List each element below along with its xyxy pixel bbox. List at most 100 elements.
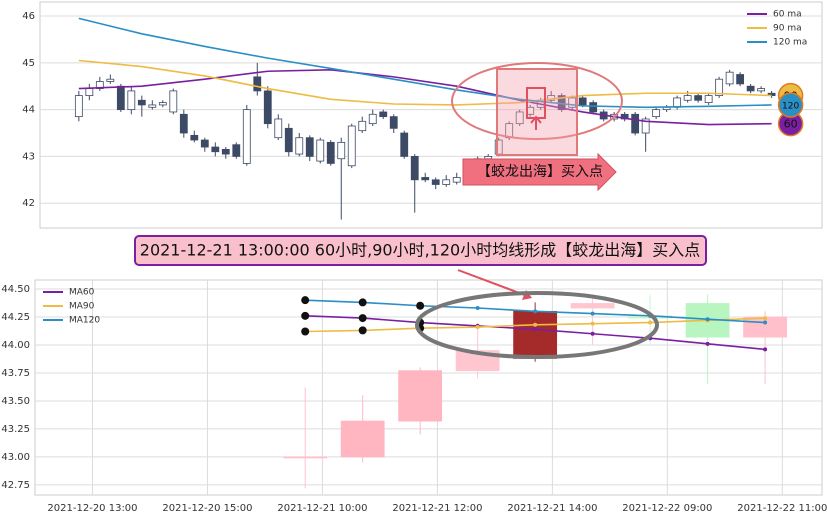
ma-marker: [705, 317, 710, 322]
candle-body: [242, 109, 251, 164]
y-tick-label: 43.00: [1, 452, 30, 463]
candle-body: [431, 179, 440, 185]
ma-marker: [590, 321, 595, 326]
candle-body: [326, 141, 335, 164]
ma-marker: [533, 327, 538, 332]
ma-marker: [301, 311, 310, 320]
legend-label: MA60: [69, 288, 95, 298]
candle-body: [746, 85, 755, 92]
ma-marker: [301, 327, 310, 336]
overlay: 【蛟龙出海】买入点 2021-12-21 13:00:00 60小时,90小时,…: [134, 62, 707, 359]
y-tick-label: 44: [22, 105, 35, 116]
candle-body: [295, 137, 304, 155]
candle-body: [340, 420, 385, 458]
ma-marker: [705, 341, 710, 346]
x-tick-label: 2021-12-22 11:00: [737, 503, 827, 514]
candle-body: [484, 156, 493, 160]
y-tick-label: 44.00: [1, 340, 30, 351]
candle-body: [179, 113, 188, 134]
candle-body: [221, 148, 230, 155]
candle-body: [379, 111, 388, 118]
y-tick-label: 42.75: [1, 480, 30, 491]
y-tick-label: 43: [22, 151, 35, 162]
ma-marker: [475, 305, 480, 310]
ma-marker: [648, 320, 653, 325]
highlight-box: [496, 68, 578, 156]
signal-label: 【蛟龙出海】买入点: [477, 164, 603, 180]
x-tick-label: 2021-12-21 12:00: [392, 503, 482, 514]
ma-marker: [301, 296, 310, 305]
candle-body: [398, 370, 443, 422]
candle-body: [389, 116, 398, 129]
signal-arrow: [462, 152, 617, 192]
y-tick-label: 46: [22, 11, 35, 22]
candle-body: [106, 78, 115, 82]
ma-marker: [358, 326, 367, 335]
ma-marker: [763, 347, 768, 352]
legend-label: 60 ma: [773, 10, 802, 20]
candle-body: [116, 85, 125, 111]
highlight-ellipse: [451, 62, 623, 140]
badge-label: 120: [782, 101, 799, 111]
candle-body: [652, 109, 661, 118]
candle-body: [673, 97, 682, 108]
candle-body: [337, 141, 346, 160]
plot-area: [39, 1, 823, 229]
candle-body: [589, 102, 598, 113]
ma-line: [78, 59, 772, 106]
y-tick-label: 43.50: [1, 396, 30, 407]
candle-body: [253, 76, 262, 92]
candle-body: [263, 90, 272, 125]
ma-marker: [358, 314, 367, 323]
ma-marker: [763, 316, 768, 321]
candle-body: [421, 177, 430, 181]
candle-body: [283, 456, 328, 459]
candle-body: [513, 310, 558, 359]
candle-body: [736, 74, 745, 85]
y-tick-label: 45: [22, 58, 35, 69]
candle-body: [694, 95, 703, 101]
candle-body: [148, 104, 157, 108]
ma-marker: [475, 325, 480, 330]
candle-body: [211, 146, 220, 153]
ma-marker: [533, 322, 538, 327]
badge-label: 60: [784, 118, 798, 131]
x-tick-label: 2021-12-20 15:00: [162, 503, 252, 514]
candle-body: [715, 78, 724, 96]
candle-body: [74, 95, 83, 118]
candle-body: [683, 95, 692, 101]
candle-body: [169, 90, 178, 113]
candle-body: [641, 118, 650, 134]
badge: [777, 92, 804, 118]
candle-body: [570, 303, 615, 309]
annotation-box: [134, 235, 707, 266]
x-tick-label: 2021-12-21 10:00: [277, 503, 367, 514]
candle-body: [232, 144, 241, 157]
ma-marker: [533, 309, 538, 314]
legend-label: 120 ma: [773, 38, 807, 48]
candle-body: [704, 95, 713, 104]
candle-body: [410, 156, 419, 181]
candle-body: [274, 118, 283, 139]
candle-body: [578, 97, 587, 106]
candle-body: [158, 102, 167, 106]
candle-body: [358, 120, 367, 132]
ma-marker: [416, 301, 425, 310]
ma-marker: [590, 331, 595, 336]
candle-body: [568, 97, 577, 108]
ma-marker: [590, 311, 595, 316]
candle-body: [316, 139, 325, 162]
candle-body: [757, 88, 766, 92]
candle-body: [515, 111, 524, 125]
y-tick-label: 44.50: [1, 284, 30, 295]
legend-label: MA120: [69, 316, 100, 326]
ma-line: [78, 17, 772, 109]
candle-body: [190, 134, 199, 141]
candle-body: [368, 113, 377, 125]
candle-body: [442, 179, 451, 185]
ma-line: [78, 69, 772, 126]
candle-body: [725, 71, 734, 85]
ma-marker: [358, 298, 367, 307]
candle-body: [305, 137, 314, 157]
candle-body: [284, 127, 293, 153]
